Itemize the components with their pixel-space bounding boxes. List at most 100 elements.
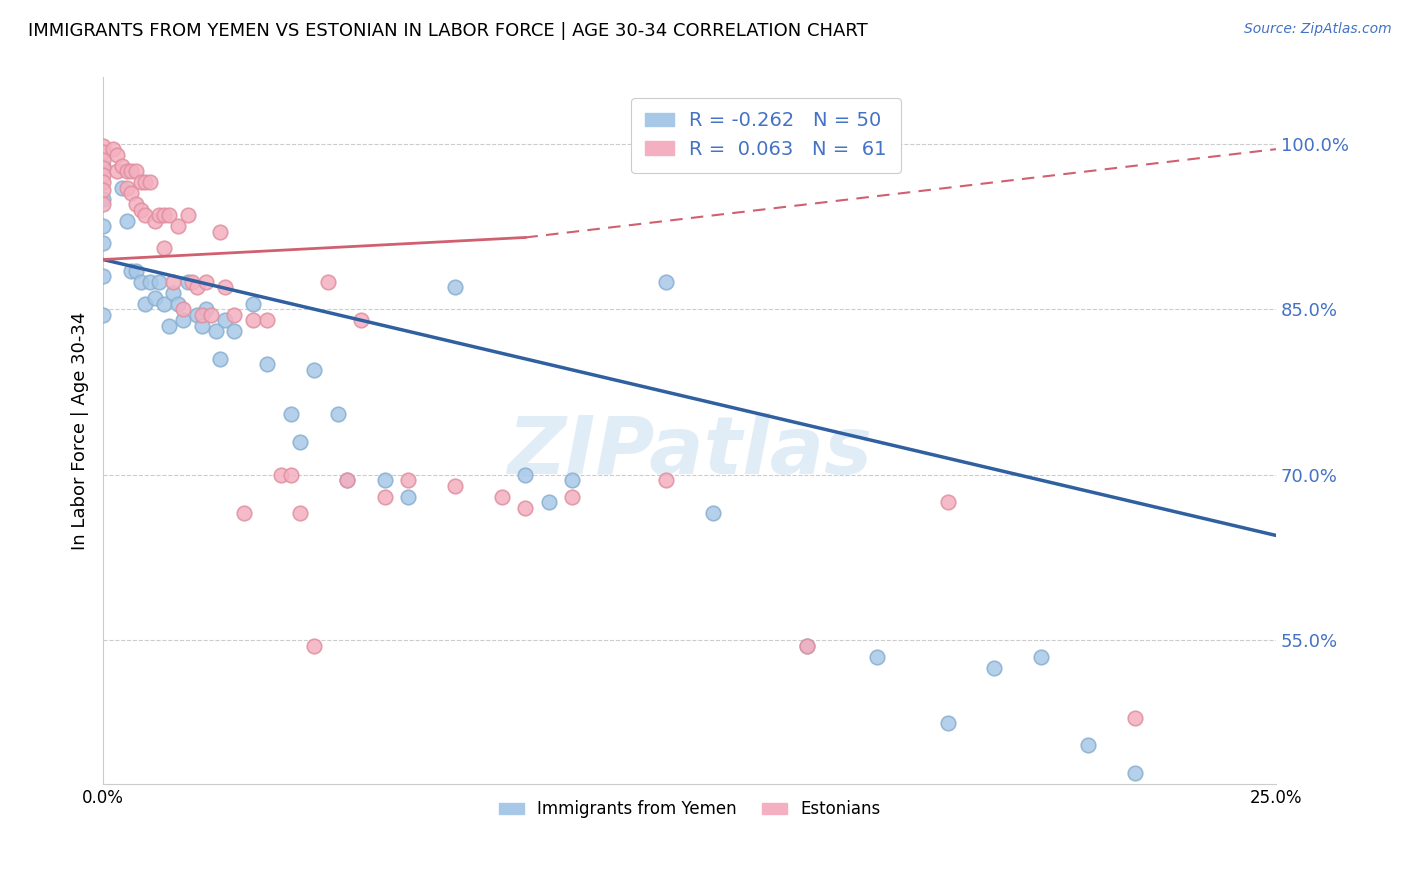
Point [153,242,176,256]
Point [204,324,226,338]
Point [91,139,114,153]
Point [288,507,311,521]
Point [214,313,236,327]
Point [1031,649,1053,664]
Point [374,490,396,504]
Legend: Immigrants from Yemen, Estonians: Immigrants from Yemen, Estonians [492,794,887,825]
Point [111,181,134,195]
Point [125,164,148,178]
Point [209,351,232,366]
Point [288,434,311,449]
Point [396,490,419,504]
Point [242,296,264,310]
Point [655,473,678,487]
Point [444,479,467,493]
Point [167,296,190,310]
Point [148,208,170,222]
Point [125,197,148,211]
Point [655,275,678,289]
Point [91,175,114,189]
Point [232,507,254,521]
Point [91,153,114,168]
Point [91,145,114,160]
Point [195,302,218,317]
Point [172,302,194,317]
Point [318,275,340,289]
Point [374,473,396,487]
Point [91,269,114,284]
Point [115,164,138,178]
Point [172,313,194,327]
Point [256,313,278,327]
Point [162,285,184,300]
Point [561,473,583,487]
Point [242,313,264,327]
Text: ZIPatlas: ZIPatlas [508,413,872,491]
Point [120,164,142,178]
Point [1123,765,1146,780]
Point [91,197,114,211]
Point [115,181,138,195]
Point [336,473,359,487]
Point [134,296,156,310]
Point [302,639,325,653]
Text: IMMIGRANTS FROM YEMEN VS ESTONIAN IN LABOR FORCE | AGE 30-34 CORRELATION CHART: IMMIGRANTS FROM YEMEN VS ESTONIAN IN LAB… [28,22,868,40]
Point [120,186,142,201]
Point [139,175,162,189]
Point [91,159,114,173]
Point [214,280,236,294]
Point [702,507,724,521]
Point [190,318,212,333]
Point [143,214,166,228]
Y-axis label: In Labor Force | Age 30-34: In Labor Force | Age 30-34 [72,311,89,549]
Point [195,275,218,289]
Point [190,308,212,322]
Point [796,639,818,653]
Point [280,407,302,421]
Point [101,142,124,156]
Point [936,495,959,509]
Point [491,490,513,504]
Point [983,661,1005,675]
Point [796,639,818,653]
Point [209,225,232,239]
Point [326,407,349,421]
Point [515,500,537,515]
Point [1123,710,1146,724]
Point [224,308,246,322]
Point [280,467,302,482]
Point [91,192,114,206]
Point [157,208,180,222]
Text: Source: ZipAtlas.com: Source: ZipAtlas.com [1244,22,1392,37]
Point [125,263,148,277]
Point [224,324,246,338]
Point [91,308,114,322]
Point [866,649,889,664]
Point [139,275,162,289]
Point [444,280,467,294]
Point [91,161,114,175]
Point [129,175,152,189]
Point [336,473,359,487]
Point [256,357,278,371]
Point [186,308,208,322]
Point [270,467,292,482]
Point [129,275,152,289]
Point [176,275,198,289]
Point [181,275,204,289]
Point [105,147,128,161]
Point [1077,738,1099,752]
Point [134,175,156,189]
Point [396,473,419,487]
Point [153,208,176,222]
Point [167,219,190,234]
Point [176,208,198,222]
Point [936,716,959,731]
Point [143,291,166,305]
Point [91,235,114,250]
Point [537,495,560,509]
Point [91,219,114,234]
Point [111,159,134,173]
Point [162,275,184,289]
Point [148,275,170,289]
